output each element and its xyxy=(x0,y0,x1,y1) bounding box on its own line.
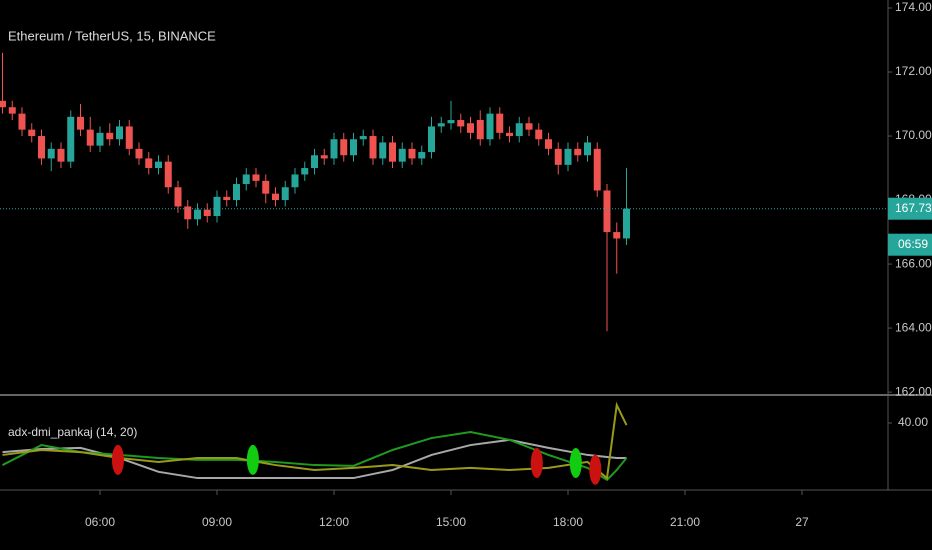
indicator-title: adx-dmi_pankaj (14, 20) xyxy=(8,425,137,439)
y-tick-label: 164.00 xyxy=(895,320,932,334)
candle-body xyxy=(301,168,309,175)
candle-body xyxy=(262,180,270,194)
candle-body xyxy=(584,142,592,156)
candle-body xyxy=(340,139,348,156)
chart-title: Ethereum / TetherUS, 15, BINANCE xyxy=(8,28,216,43)
candle-body xyxy=(418,152,426,159)
candle-body xyxy=(135,148,143,159)
candle-body xyxy=(252,174,260,181)
candle-body xyxy=(8,107,16,114)
candle-body xyxy=(291,174,299,188)
x-tick-label: 06:00 xyxy=(85,515,115,529)
candle-body xyxy=(496,113,504,133)
candle-body xyxy=(0,100,6,108)
candle-body xyxy=(76,116,84,130)
candle-body xyxy=(506,132,514,137)
x-tick-label: 27 xyxy=(795,515,809,529)
candle-body xyxy=(593,148,601,191)
candle-body xyxy=(359,136,367,140)
candle-body xyxy=(554,148,562,165)
candle-body xyxy=(310,155,318,169)
candle-body xyxy=(96,132,104,146)
candle-body xyxy=(47,148,55,159)
last-price-label: 167.73 xyxy=(895,201,932,215)
candle-body xyxy=(320,155,328,159)
candle-body xyxy=(174,187,182,207)
y-tick-label: 40.00 xyxy=(898,415,928,429)
candle-body xyxy=(398,148,406,162)
candle-body xyxy=(18,113,26,130)
y-tick-label: 174.00 xyxy=(895,0,932,14)
candle-body xyxy=(545,139,553,149)
y-tick-label: 172.00 xyxy=(895,64,932,78)
candle-body xyxy=(535,129,543,140)
candle-body xyxy=(57,148,65,162)
candle-body xyxy=(271,193,279,201)
x-tick-label: 18:00 xyxy=(553,515,583,529)
candle-body xyxy=(623,208,631,239)
y-tick-label: 170.00 xyxy=(895,128,932,142)
candle-body xyxy=(154,161,162,169)
candle-body xyxy=(525,123,533,130)
x-tick-label: 21:00 xyxy=(670,515,700,529)
candle-body xyxy=(428,126,436,153)
candle-body xyxy=(467,123,475,133)
candle-body xyxy=(106,132,114,140)
last-price-box xyxy=(888,197,932,220)
signal-dot xyxy=(111,444,124,475)
candle-body xyxy=(457,120,465,127)
y-tick-label: 166.00 xyxy=(895,256,932,270)
candle-body xyxy=(223,196,231,201)
candle-body xyxy=(388,142,396,162)
candle-body xyxy=(184,206,192,220)
x-tick-label: 09:00 xyxy=(202,515,232,529)
candle-body xyxy=(603,190,611,233)
y-tick-label: 162.00 xyxy=(895,384,932,398)
candle-body xyxy=(349,139,357,156)
candle-body xyxy=(369,136,377,159)
candle-body xyxy=(145,158,153,169)
candle-body xyxy=(115,126,123,140)
candle-body xyxy=(242,174,250,185)
x-tick-label: 12:00 xyxy=(319,515,349,529)
candle-body xyxy=(613,232,621,239)
candle-body xyxy=(486,113,494,140)
candle-body xyxy=(203,209,211,217)
candle-body xyxy=(213,196,221,217)
candle-body xyxy=(164,161,172,188)
countdown-label: 06:59 xyxy=(898,237,928,251)
x-tick-label: 15:00 xyxy=(436,515,466,529)
candle-body xyxy=(437,123,445,127)
candle-body xyxy=(476,120,484,140)
candle-body xyxy=(574,148,582,156)
signal-dot xyxy=(246,444,259,475)
candle-body xyxy=(193,209,201,220)
candle-body xyxy=(447,120,455,124)
candle-body xyxy=(37,136,45,159)
signal-dot xyxy=(569,447,582,478)
candle-body xyxy=(232,184,240,201)
candle-body xyxy=(379,142,387,159)
candle-body xyxy=(564,148,572,165)
candle-body xyxy=(86,129,94,146)
candle-body xyxy=(408,148,416,159)
candle-body xyxy=(67,116,75,162)
candle-body xyxy=(281,187,289,201)
candle-body xyxy=(330,139,338,159)
signal-dot xyxy=(589,454,602,485)
signal-dot xyxy=(530,447,543,478)
candle-body xyxy=(515,123,523,137)
countdown-box xyxy=(888,233,932,256)
candle-body xyxy=(125,126,133,149)
candle-body xyxy=(28,129,36,137)
